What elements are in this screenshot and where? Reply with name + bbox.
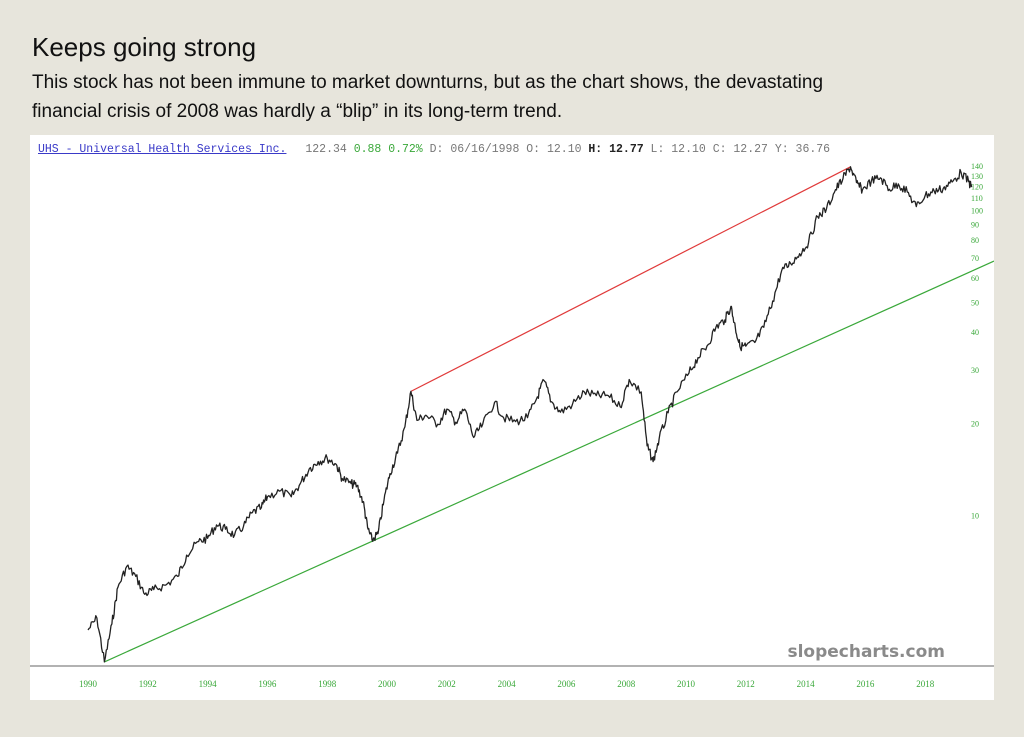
y-tick-label: 120 (971, 183, 983, 192)
x-tick-label: 2008 (617, 679, 636, 689)
x-tick-label: 2016 (856, 679, 875, 689)
close-value: 12.27 (733, 143, 768, 156)
ticker-bar: UHS - Universal Health Services Inc. 122… (38, 143, 830, 156)
y-tick-label: 140 (971, 162, 983, 171)
open-label: O: (526, 143, 541, 156)
close-label: C: (712, 143, 727, 156)
chart-panel: UHS - Universal Health Services Inc. 122… (30, 135, 994, 700)
resistance-trend-line (410, 166, 851, 392)
y-tick-label: 40 (971, 328, 979, 337)
y-value: 36.76 (795, 143, 831, 156)
trend-lines (104, 166, 994, 663)
y-tick-label: 110 (971, 194, 983, 203)
x-tick-label: 1994 (199, 679, 218, 689)
y-tick-label: 70 (971, 254, 979, 263)
x-tick-label: 2006 (557, 679, 576, 689)
page-title: Keeps going strong (32, 32, 257, 62)
x-tick-label: 2012 (737, 679, 755, 689)
low-value: 12.10 (671, 143, 706, 156)
x-tick-label: 2010 (677, 679, 696, 689)
y-tick-label: 10 (971, 511, 979, 520)
last-price: 122.34 (305, 143, 347, 156)
x-tick-label: 2004 (498, 679, 516, 689)
x-axis-labels: 1990 1992 1994 1996 1998 2000 2002 2004 2006 2008… (79, 679, 935, 689)
x-tick-label: 2002 (438, 679, 456, 689)
ticker-name-link[interactable]: UHS - Universal Health Services Inc. (38, 143, 287, 156)
date-value: 06/16/1998 (450, 143, 520, 156)
x-tick-label: 1990 (79, 679, 98, 689)
y-tick-label: 80 (971, 236, 979, 245)
y-tick-label: 90 (971, 221, 979, 230)
y-tick-label: 100 (971, 207, 983, 216)
x-tick-label: 2000 (378, 679, 397, 689)
high-value: 12.77 (609, 143, 644, 156)
y-tick-label: 20 (971, 420, 979, 429)
price-change-pct: 0.72% (388, 143, 423, 156)
x-tick-label: 1998 (318, 679, 337, 689)
y-tick-label: 50 (971, 298, 979, 307)
x-tick-label: 2014 (797, 679, 816, 689)
y-label: Y: (774, 143, 789, 156)
y-tick-label: 30 (971, 366, 979, 375)
support-trend-line (104, 260, 994, 663)
open-value: 12.10 (546, 143, 582, 156)
high-label: H: (588, 143, 603, 156)
y-tick-label: 60 (971, 274, 979, 283)
date-label: D: (429, 143, 444, 156)
y-tick-label: 130 (971, 172, 983, 181)
x-tick-label: 1996 (258, 679, 277, 689)
page-subtitle: This stock has not been immune to market… (32, 72, 824, 122)
x-tick-label: 2018 (916, 679, 935, 689)
price-series-line (87, 166, 973, 663)
watermark: slopecharts.com (787, 642, 945, 662)
price-change: 0.88 (353, 143, 382, 156)
x-tick-label: 1992 (139, 679, 157, 689)
price-layer (87, 166, 973, 663)
low-label: L: (650, 143, 665, 156)
